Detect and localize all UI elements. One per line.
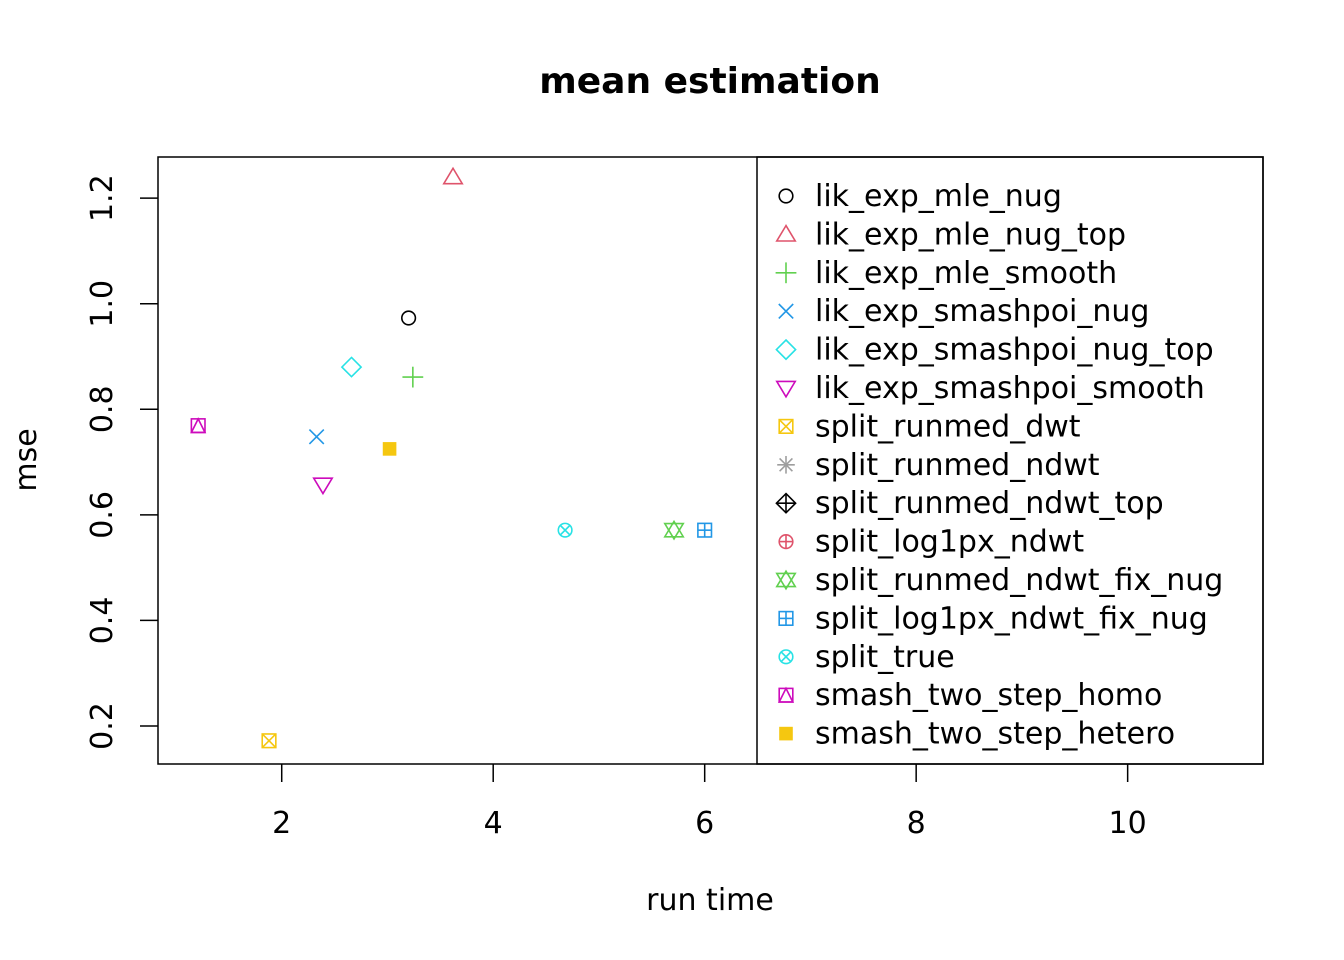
legend-marker-icon (777, 686, 795, 703)
data-point-split-runmed-ndwt-fix-nug (663, 519, 685, 541)
legend-item: split_log1px_ndwt (778, 525, 1084, 560)
legend-item: smash_two_step_homo (777, 678, 1162, 713)
legend-label: split_true (815, 640, 955, 675)
data-point-split-true (557, 522, 573, 538)
legend-marker-icon (778, 188, 794, 204)
legend-item: lik_exp_mle_nug (778, 179, 1062, 214)
legend-label: split_runmed_ndwt (815, 448, 1100, 483)
data-point-lik-exp-smashpoi-smooth (312, 477, 334, 496)
legend-label: split_log1px_ndwt_fix_nug (815, 601, 1208, 636)
data-point-split-runmed-dwt (261, 733, 277, 749)
x-tick-label: 8 (907, 806, 926, 841)
legend-label: smash_two_step_homo (815, 678, 1162, 713)
data-point-lik-exp-mle-nug-top (442, 166, 464, 185)
data-point-smash-two-step-hetero (382, 442, 397, 456)
legend-label: smash_two_step_hetero (815, 717, 1175, 752)
legend-marker-icon (778, 649, 794, 665)
legend-item: lik_exp_smashpoi_smooth (775, 371, 1205, 406)
legend-item: split_runmed_ndwt (777, 448, 1100, 483)
legend-marker-icon (778, 418, 794, 435)
legend-label: split_runmed_ndwt_fix_nug (815, 563, 1223, 598)
data-point-lik-exp-smashpoi-nug-top (340, 356, 363, 378)
y-tick-label: 0.8 (85, 385, 120, 433)
y-tick-label: 0.2 (85, 702, 120, 750)
legend-label: split_runmed_dwt (815, 409, 1081, 444)
plot-frame (157, 156, 1264, 765)
legend-marker-icon (775, 262, 797, 284)
legend-item: lik_exp_smashpoi_nug_top (775, 333, 1214, 368)
legend-label: lik_exp_mle_nug_top (815, 217, 1126, 252)
x-tick-label: 4 (484, 806, 503, 841)
x-axis-label: run time (646, 883, 774, 918)
legend-item: split_runmed_ndwt_top (775, 486, 1164, 521)
y-tick-label: 1.2 (85, 174, 120, 222)
y-tick-label: 0.4 (85, 597, 120, 645)
data-point-smash-two-step-homo (190, 417, 207, 434)
y-axis-label: mse (9, 428, 44, 491)
data-point-lik-exp-mle-nug (401, 310, 417, 326)
legend-marker-icon (775, 569, 797, 591)
legend-label: lik_exp_smashpoi_nug_top (815, 333, 1214, 368)
legend-marker-icon (778, 533, 794, 550)
legend-item: split_runmed_dwt (778, 409, 1081, 444)
legend-box (756, 156, 1264, 765)
legend-marker-icon (775, 492, 797, 514)
legend-item: split_true (778, 640, 955, 675)
legend-label: lik_exp_mle_nug (815, 179, 1062, 214)
legend-item: smash_two_step_hetero (779, 717, 1175, 752)
legend-item: lik_exp_mle_nug_top (775, 217, 1126, 252)
legend-item: split_log1px_ndwt_fix_nug (778, 601, 1208, 636)
legend-marker-icon (775, 338, 797, 361)
y-tick-label: 0.6 (85, 491, 120, 539)
data-point-lik-exp-smashpoi-nug (308, 428, 325, 445)
x-tick-label: 6 (695, 806, 714, 841)
legend-label: split_log1px_ndwt (815, 525, 1084, 560)
legend-item: lik_exp_smashpoi_nug (778, 294, 1149, 329)
x-tick-label: 2 (272, 806, 291, 841)
legend-marker-icon (778, 610, 794, 626)
x-tick-label: 10 (1109, 806, 1147, 841)
legend-marker-icon (778, 303, 794, 319)
legend-label: lik_exp_smashpoi_nug (815, 294, 1149, 329)
data-point-split-log1px-ndwt-fix-nug (697, 522, 713, 538)
legend-marker-icon (779, 726, 793, 741)
chart-title: mean estimation (539, 61, 881, 102)
legend-label: lik_exp_mle_smooth (815, 256, 1117, 291)
legend-marker-icon (777, 456, 795, 474)
legend-label: lik_exp_smashpoi_smooth (815, 371, 1205, 406)
legend-label: split_runmed_ndwt_top (815, 486, 1164, 521)
legend-item: lik_exp_mle_smooth (775, 256, 1117, 291)
y-tick-label: 1.0 (85, 280, 120, 328)
legend-marker-icon (775, 224, 797, 242)
legend-item: split_runmed_ndwt_fix_nug (775, 563, 1223, 598)
legend-marker-icon (775, 380, 797, 399)
data-point-lik-exp-mle-smooth (402, 366, 424, 388)
